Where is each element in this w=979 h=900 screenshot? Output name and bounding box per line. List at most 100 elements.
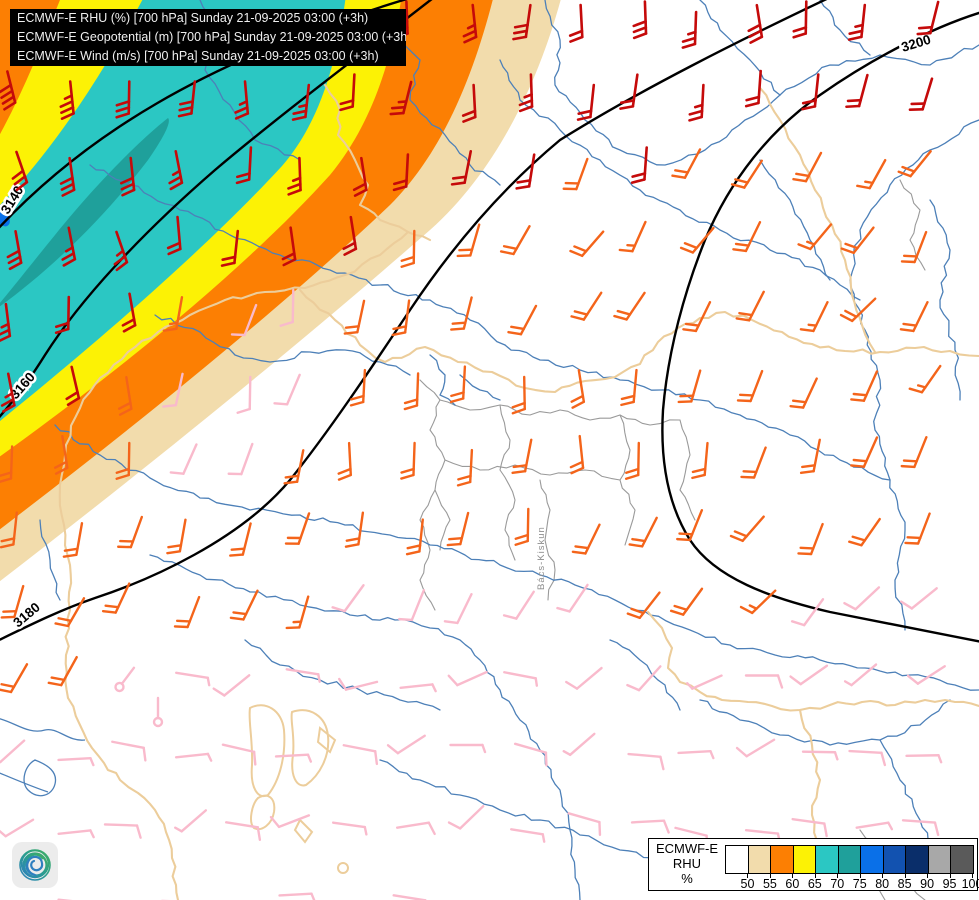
wind-barb [679,226,715,254]
wind-barb [398,589,426,622]
wind-barb [688,83,705,122]
wind-barb [0,372,16,413]
wind-barb [54,295,71,335]
wind-barb [0,445,14,484]
wind-barb [736,369,764,403]
wind-barb [562,732,596,757]
wind-barb [0,818,35,838]
wind-barb [234,80,250,120]
wind-barb [570,291,603,321]
wind-barb [447,670,488,687]
river-line [699,699,951,746]
provider-logo[interactable] [12,842,58,888]
wind-barb [114,666,136,693]
rivers [39,0,979,900]
wind-barb [0,663,29,694]
wind-barb [570,369,586,409]
wind-barb [513,742,548,767]
wind-barb [344,511,365,548]
wind-barb [507,304,538,336]
wind-barb [569,230,605,258]
wind-barb [848,517,881,547]
legend: ECMWF-E RHU % 50 55 60 65 70 75 80 85 90 95 100 [648,838,979,891]
band-cyan [0,0,346,421]
legend-tick-label: 80 [875,877,890,891]
wind-barb [229,522,252,557]
river-line [499,59,861,301]
wind-barb [620,368,638,407]
wind-barb [676,509,704,542]
legend-tick-label: 70 [830,877,845,891]
wind-barb-layer [0,0,946,900]
legend-color-cell [748,846,772,873]
wind-barb [618,220,647,253]
wind-barb [283,449,305,485]
river-line [89,164,506,346]
wind-barb [626,591,661,620]
wind-barb [343,299,366,335]
wind-barb [843,586,881,611]
wind-barb [59,156,76,197]
wind-barb [843,663,878,687]
legend-tick-label: 75 [852,877,867,891]
wind-barb [685,674,723,690]
wind-barb [0,739,26,764]
legend-tick-label: 65 [807,877,822,891]
wind-barb [791,817,828,838]
legend-color-cell [838,846,862,873]
legend-tick-mark [882,874,884,878]
wind-barb [331,821,368,836]
wind-barb [850,370,879,402]
wind-barb [671,148,702,179]
legend-color-cell [771,846,794,873]
wind-barb [568,3,584,43]
wind-barb [6,229,23,271]
wind-barb [739,589,777,615]
wind-barb [162,296,184,332]
river-line [544,0,781,166]
legend-tick-mark [972,874,973,878]
wind-barb [117,515,144,549]
wind-barb [11,150,29,192]
wind-barb [396,821,436,836]
humidity-fill-bands [0,0,561,582]
wind-barb [449,743,487,754]
wind-barb [462,3,478,44]
wind-barb [284,512,311,545]
wind-barb [450,150,473,186]
wind-barb [59,80,75,120]
wind-barb [403,372,420,411]
country-border-line [646,610,979,712]
wind-barb [789,664,829,686]
wind-barb [456,223,481,258]
wind-barb [166,518,187,555]
wind-barb [175,671,211,687]
wind-barb [65,365,81,407]
wind-barb [446,511,470,547]
contour-3160 [0,0,433,419]
wind-barb [899,587,938,610]
wind-barb [117,376,133,416]
wind-barb [111,740,147,762]
wind-barb [669,587,704,616]
wind-barb [624,441,640,480]
wind-barb [119,156,136,197]
wind-barb [499,225,531,256]
wind-barb [456,448,474,487]
wind-barb [279,288,295,327]
wind-barb [627,752,665,771]
legend-tick-mark [927,874,929,878]
wind-barb [801,73,820,111]
wind-barb [855,821,894,831]
wind-barb [619,73,639,110]
wind-barb [626,665,662,692]
wind-barb [101,582,131,614]
legend-color-cell [906,846,929,873]
wind-barb [235,146,253,185]
country-border-line [58,230,410,700]
legend-tick-label: 85 [897,877,912,891]
wind-barb [273,373,301,406]
wind-barb [115,441,131,480]
